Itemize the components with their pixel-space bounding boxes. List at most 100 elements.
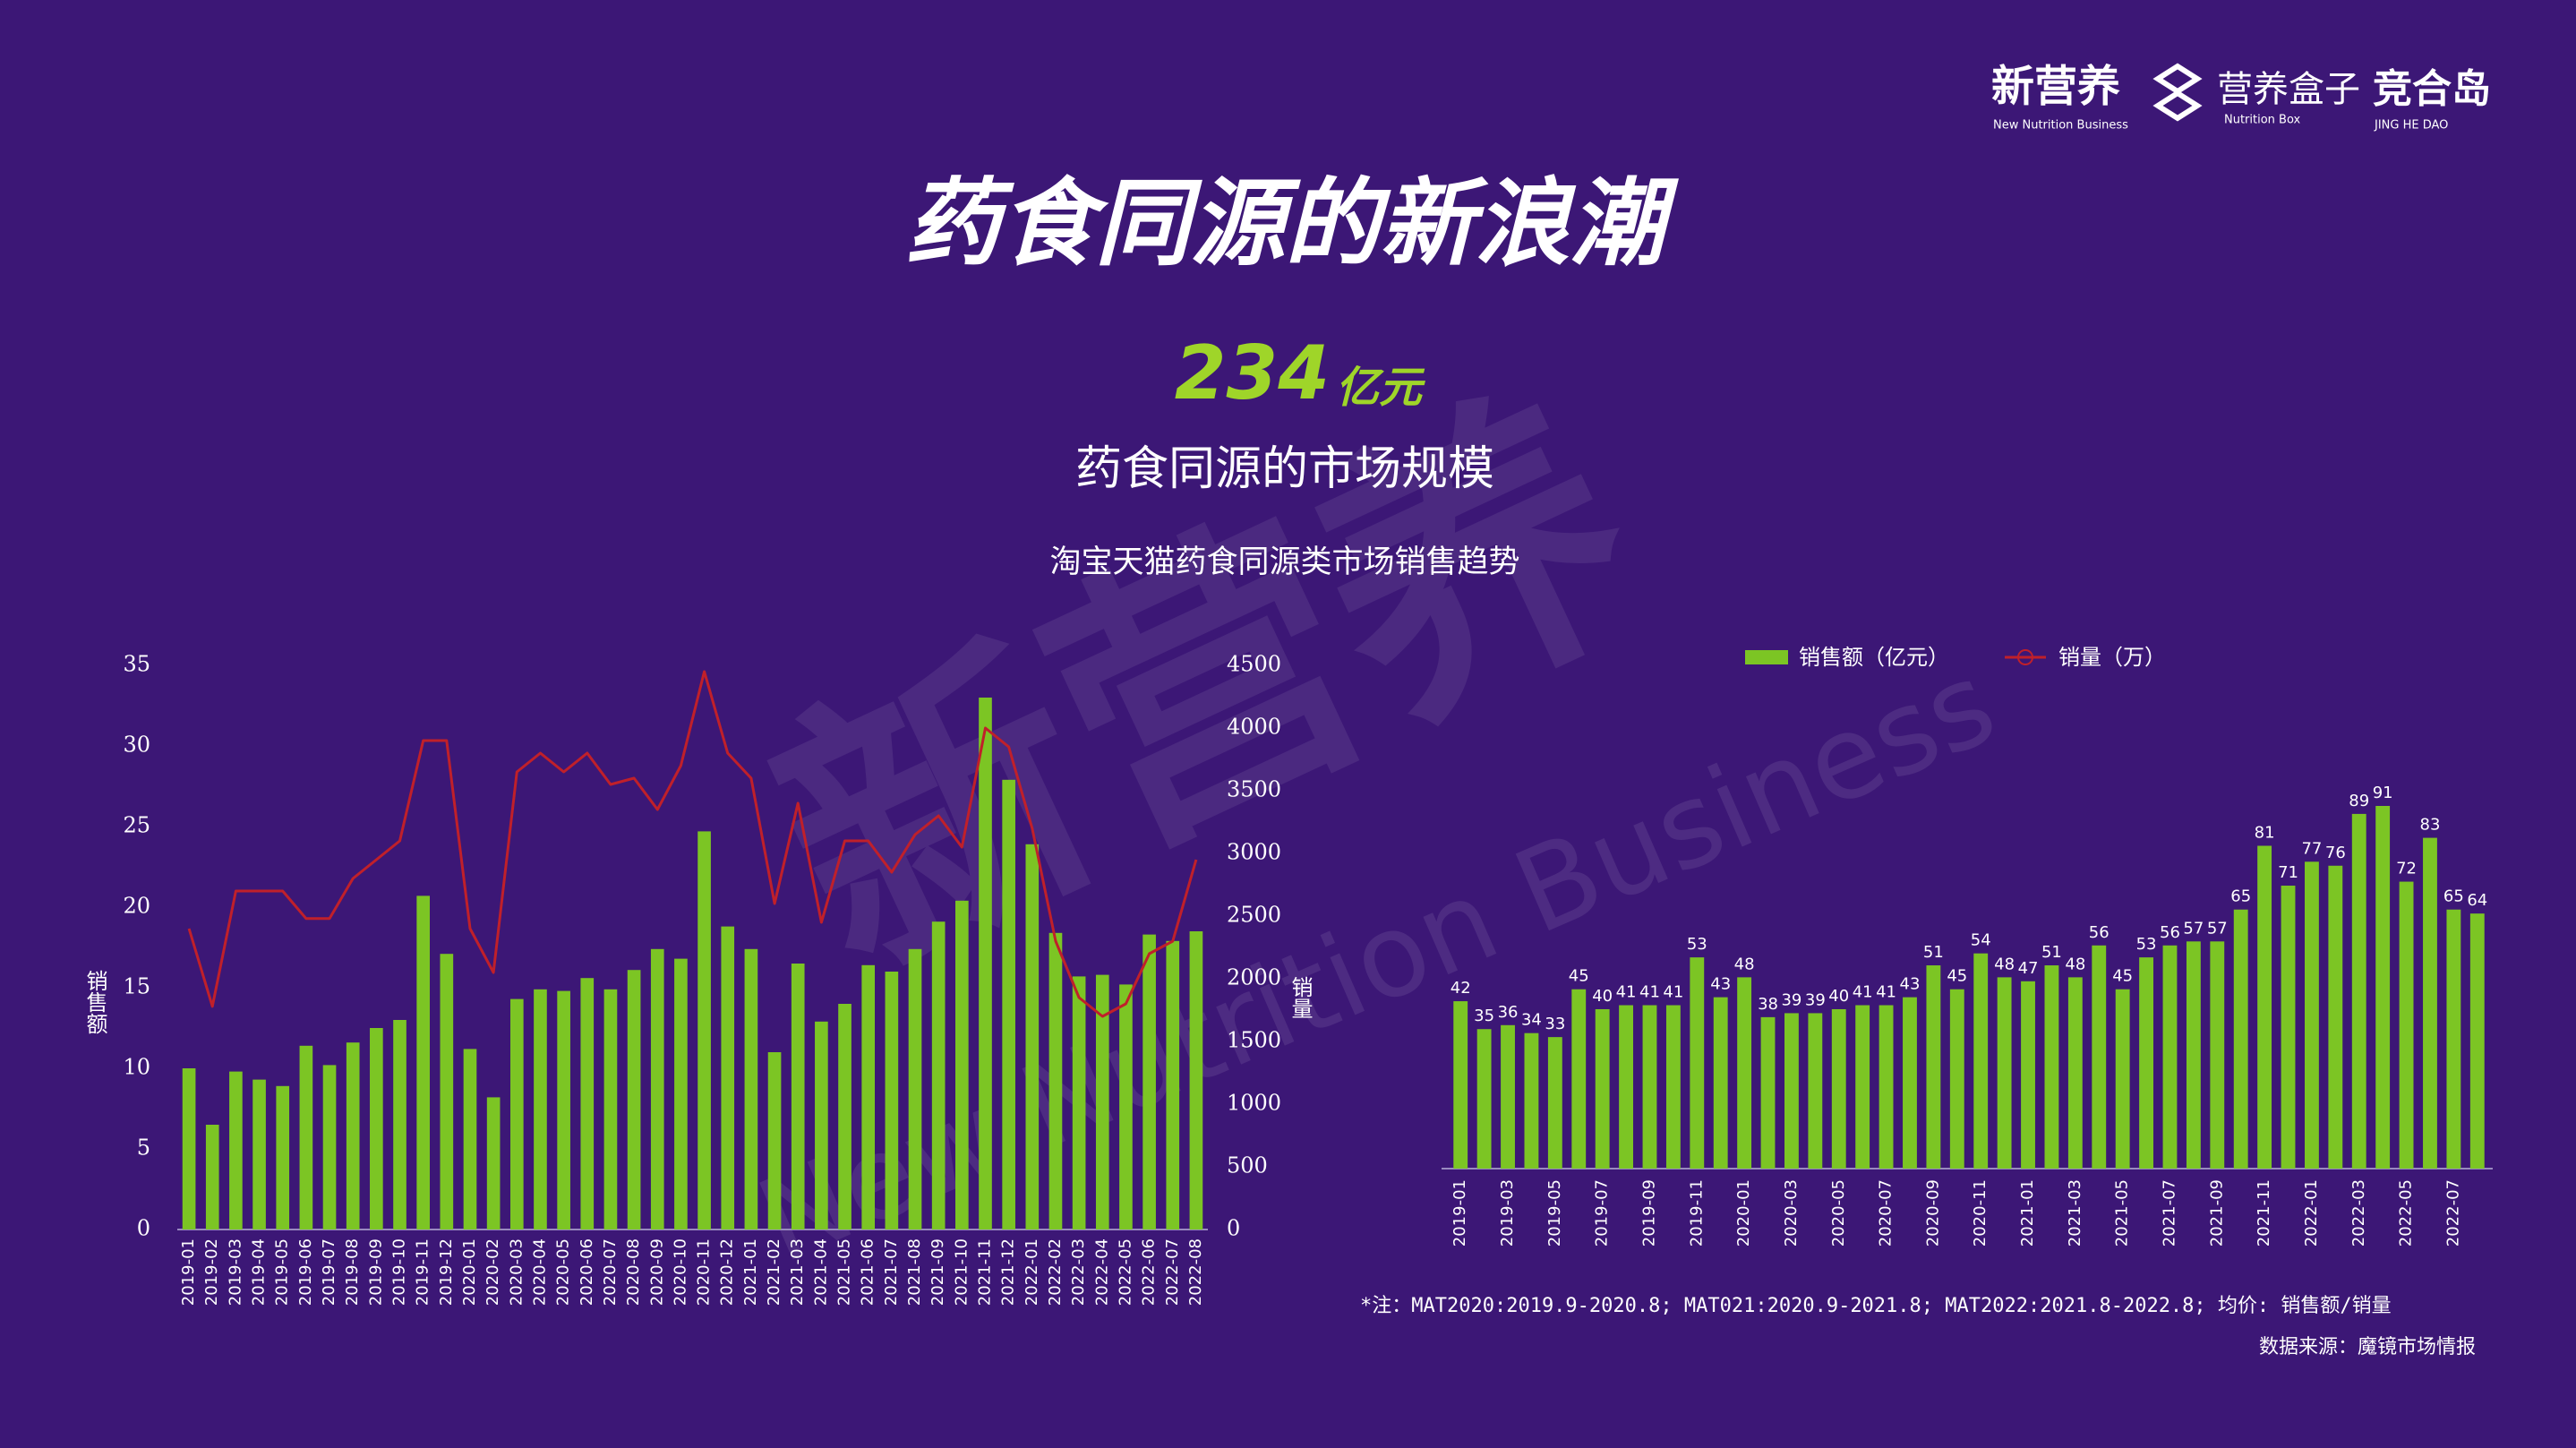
x-tick-label: 2021-05 (2113, 1179, 2132, 1247)
bar (697, 831, 711, 1230)
bar (509, 998, 524, 1230)
bar (2446, 909, 2461, 1169)
y2-tick-label: 4500 (1227, 652, 1281, 677)
x-tick-label: 2019-01 (1451, 1179, 1469, 1247)
data-label: 43 (1710, 975, 1731, 994)
x-tick-label: 2021-12 (999, 1238, 1018, 1306)
x-tick-label: 2021-03 (2066, 1179, 2084, 1247)
data-label: 45 (2112, 967, 2133, 986)
x-tick-label: 2019-02 (202, 1238, 221, 1306)
line (187, 670, 1198, 1018)
y2-tick-label: 4000 (1227, 715, 1281, 740)
x-tick-label: 2020-03 (507, 1238, 526, 1306)
bar (2021, 981, 2035, 1169)
x-tick-label: 2020-02 (484, 1238, 502, 1306)
bar (1997, 977, 2012, 1169)
data-label: 48 (1734, 955, 1755, 973)
data-label: 43 (1900, 975, 1921, 994)
x-tick-label: 2022-08 (1186, 1238, 1205, 1306)
bar (2162, 945, 2178, 1169)
y-tick-label: 0 (137, 1216, 150, 1241)
bar (1524, 1032, 1539, 1169)
x-tick-label: 2019-01 (179, 1238, 198, 1306)
bar (2233, 909, 2248, 1169)
y-tick-label: 35 (123, 652, 150, 677)
data-label: 91 (2373, 784, 2393, 802)
y2-tick-label: 2500 (1227, 903, 1281, 928)
bar (2469, 913, 2485, 1169)
x-tick-label: 2020-09 (1923, 1179, 1942, 1247)
x-tick-label: 2019-11 (414, 1238, 432, 1306)
bar (1879, 1005, 1894, 1169)
data-label: 41 (1616, 983, 1637, 1002)
bar (1143, 934, 1156, 1230)
bar (557, 990, 570, 1230)
x-tick-label: 2019-06 (296, 1238, 315, 1306)
bar (2305, 861, 2319, 1169)
bar (2067, 977, 2083, 1169)
x-tick-label: 2020-06 (578, 1238, 596, 1306)
y-tick-label: 15 (123, 974, 150, 999)
logo-text: 营养盒子 (2217, 69, 2360, 110)
x-tick-label: 2020-09 (647, 1238, 666, 1306)
bar (674, 958, 688, 1230)
x-tick-label: 2020-05 (1829, 1179, 1848, 1247)
x-tick-label: 2020-04 (530, 1238, 549, 1306)
logo-text: 竞合岛 (2373, 66, 2491, 112)
data-label: 56 (2089, 923, 2110, 942)
data-label: 53 (1687, 935, 1707, 954)
bar (2044, 965, 2059, 1169)
x-tick-label: 2022-07 (1163, 1238, 1182, 1306)
bar (955, 900, 969, 1230)
data-label: 45 (1569, 967, 1589, 986)
x-tick-label: 2019-11 (1687, 1179, 1706, 1247)
data-label: 35 (1474, 1007, 1494, 1025)
data-label: 57 (2207, 919, 2228, 938)
bar (1025, 844, 1040, 1230)
bar (1949, 989, 1964, 1169)
kpi-value: 234 (1175, 330, 1330, 416)
bar (744, 948, 758, 1230)
bar (603, 989, 618, 1230)
x-tick-label: 2020-11 (695, 1238, 714, 1306)
bar (393, 1020, 407, 1230)
bar (2375, 806, 2391, 1169)
bar (1855, 1005, 1870, 1169)
legend-swatch (1745, 650, 1788, 664)
bar (1831, 1008, 1846, 1169)
bar (2139, 957, 2153, 1169)
bar (534, 989, 547, 1230)
x-tick-label: 2021-11 (975, 1238, 994, 1306)
logos: 新营养 New Nutrition Business 营养盒子 Nutritio… (1991, 62, 2491, 133)
x-tick-label: 2021-10 (952, 1238, 971, 1306)
y-tick-label: 25 (123, 813, 150, 838)
x-tick-label: 2021-06 (859, 1238, 877, 1306)
bar (182, 1068, 196, 1230)
title: 药食同源的新浪潮 (905, 168, 1679, 278)
y-tick-label: 5 (137, 1135, 150, 1161)
data-label: 77 (2301, 839, 2322, 858)
x-tick-label: 2021-08 (905, 1238, 924, 1306)
x-tick-label: 2019-04 (250, 1238, 269, 1306)
x-tick-label: 2021-01 (2018, 1179, 2037, 1247)
x-tick-label: 2020-07 (601, 1238, 620, 1306)
bar (1072, 976, 1086, 1230)
bar (1973, 953, 1989, 1169)
source: 数据来源：魔镜市场情报 (2259, 1336, 2476, 1358)
logo-icon (2152, 63, 2203, 122)
x-tick-label: 2021-07 (2160, 1179, 2178, 1247)
bar (1665, 1005, 1681, 1169)
x-tick-label: 2020-10 (671, 1238, 689, 1306)
bar (1189, 931, 1203, 1230)
data-label: 76 (2325, 844, 2346, 862)
y-tick-label: 20 (123, 894, 150, 919)
data-label: 39 (1805, 990, 1826, 1009)
x-tick-label: 2020-11 (1971, 1179, 1990, 1247)
data-label: 33 (1545, 1015, 1565, 1033)
x-tick-label: 2019-03 (226, 1238, 244, 1306)
logo-text: 新营养 (1991, 62, 2120, 112)
bar (2399, 881, 2414, 1169)
x-tick-label: 2019-08 (343, 1238, 362, 1306)
